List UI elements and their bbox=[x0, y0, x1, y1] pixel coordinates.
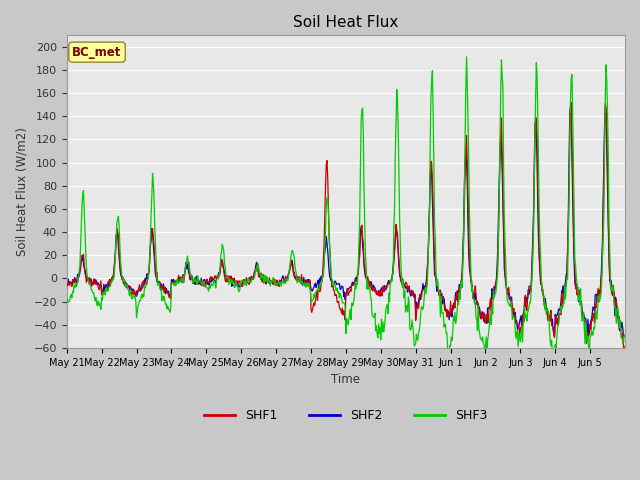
SHF2 bbox=[231, 278, 239, 284]
SHF3 bbox=[463, 54, 470, 60]
SHF1 bbox=[403, 281, 411, 287]
SHF3 bbox=[550, 353, 558, 359]
Y-axis label: Soil Heat Flux (W/m2): Soil Heat Flux (W/m2) bbox=[15, 127, 28, 256]
SHF1 bbox=[129, 291, 136, 297]
SHF3 bbox=[435, 286, 442, 292]
SHF2 bbox=[566, 103, 574, 109]
SHF2 bbox=[63, 281, 70, 287]
SHF1 bbox=[63, 278, 70, 284]
SHF2 bbox=[550, 334, 558, 339]
Line: SHF2: SHF2 bbox=[67, 106, 624, 336]
Text: BC_met: BC_met bbox=[72, 46, 122, 59]
X-axis label: Time: Time bbox=[332, 373, 360, 386]
Legend: SHF1, SHF2, SHF3: SHF1, SHF2, SHF3 bbox=[199, 404, 493, 427]
SHF3 bbox=[231, 285, 239, 290]
SHF1 bbox=[259, 279, 266, 285]
SHF2 bbox=[259, 276, 266, 282]
Line: SHF3: SHF3 bbox=[67, 57, 624, 356]
SHF1 bbox=[568, 99, 575, 105]
SHF3 bbox=[259, 272, 266, 278]
SHF1 bbox=[620, 345, 627, 350]
SHF3 bbox=[129, 296, 136, 301]
SHF3 bbox=[620, 332, 628, 337]
Line: SHF1: SHF1 bbox=[67, 102, 624, 348]
SHF2 bbox=[620, 333, 628, 339]
Title: Soil Heat Flux: Soil Heat Flux bbox=[293, 15, 399, 30]
SHF2 bbox=[280, 274, 287, 280]
SHF2 bbox=[403, 286, 411, 291]
SHF1 bbox=[280, 279, 287, 285]
SHF3 bbox=[63, 295, 70, 301]
SHF2 bbox=[435, 287, 442, 292]
SHF3 bbox=[403, 302, 411, 308]
SHF3 bbox=[280, 280, 287, 286]
SHF2 bbox=[129, 287, 136, 293]
SHF1 bbox=[435, 286, 442, 291]
SHF1 bbox=[231, 277, 239, 283]
SHF1 bbox=[620, 344, 628, 350]
